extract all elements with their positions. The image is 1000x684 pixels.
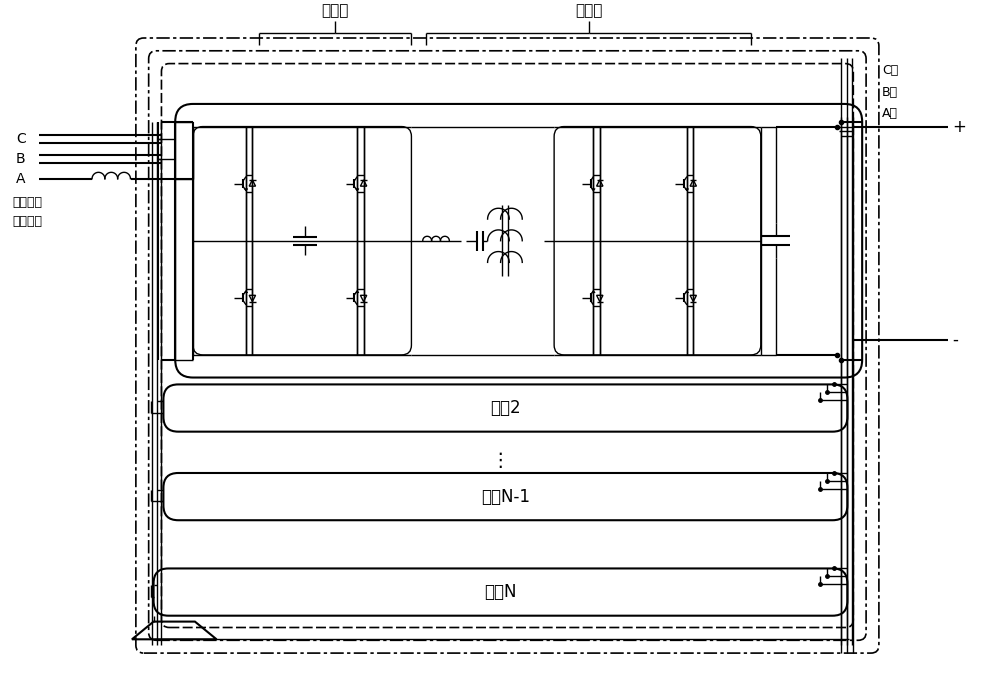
Polygon shape <box>685 189 689 191</box>
Text: A相: A相 <box>882 107 898 120</box>
Text: -: - <box>953 331 959 349</box>
Text: B相: B相 <box>882 86 898 98</box>
Polygon shape <box>597 180 603 186</box>
Text: B: B <box>16 152 25 166</box>
Polygon shape <box>360 295 367 302</box>
Polygon shape <box>249 180 256 186</box>
Text: 隔离级: 隔离级 <box>575 3 602 18</box>
Text: +: + <box>953 118 967 135</box>
Text: ⋮: ⋮ <box>490 451 510 470</box>
Text: 模组2: 模组2 <box>490 399 521 417</box>
Text: 输入级: 输入级 <box>321 3 349 18</box>
Text: 模组N: 模组N <box>484 583 517 601</box>
Polygon shape <box>356 291 359 293</box>
Polygon shape <box>244 189 248 191</box>
Polygon shape <box>244 291 248 293</box>
Polygon shape <box>360 180 367 186</box>
Polygon shape <box>592 291 595 293</box>
Polygon shape <box>249 295 256 302</box>
Polygon shape <box>356 189 359 191</box>
Text: 模组N-1: 模组N-1 <box>481 488 530 505</box>
Polygon shape <box>597 295 603 302</box>
Polygon shape <box>685 291 689 293</box>
Polygon shape <box>690 295 696 302</box>
Text: A: A <box>16 172 25 186</box>
Text: C相: C相 <box>882 64 898 77</box>
Text: 中、高压
交流端口: 中、高压 交流端口 <box>13 196 43 228</box>
Polygon shape <box>690 180 696 186</box>
Polygon shape <box>592 189 595 191</box>
Text: C: C <box>16 133 26 146</box>
